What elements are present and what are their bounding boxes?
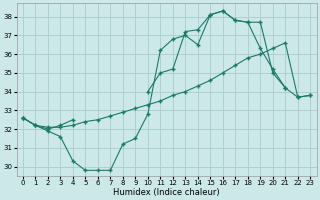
X-axis label: Humidex (Indice chaleur): Humidex (Indice chaleur): [113, 188, 220, 197]
